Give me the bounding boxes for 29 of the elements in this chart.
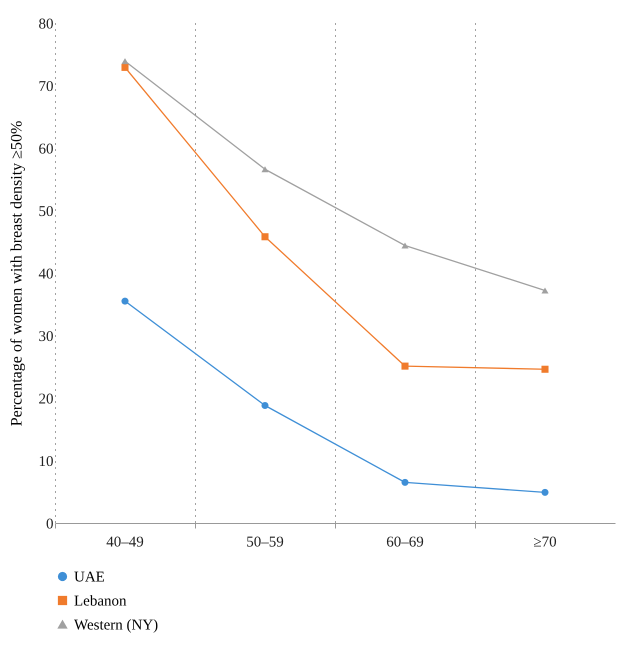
point [541, 287, 549, 294]
x-tick-label: 60–69 [386, 534, 424, 550]
legend-label: UAE [74, 570, 105, 586]
point [121, 298, 129, 305]
point [261, 233, 269, 240]
point [401, 242, 409, 249]
point [121, 58, 129, 64]
x-tick-label: 50–59 [246, 534, 284, 550]
point [401, 478, 409, 486]
point [541, 488, 549, 496]
point [401, 362, 409, 370]
y-tick-label: 10 [38, 454, 54, 470]
y-tick-label: 70 [38, 79, 54, 95]
legend-label: Lebanon [74, 594, 127, 610]
y-tick-label: 20 [38, 392, 54, 408]
legend-label: Western (NY) [74, 618, 158, 634]
point [261, 166, 269, 172]
y-tick-label: 80 [38, 16, 54, 32]
y-tick-label: 30 [38, 329, 54, 345]
point [261, 402, 269, 410]
y-tick-label: 60 [38, 142, 54, 158]
point [121, 64, 129, 71]
y-axis-title: Percentage of women with breast density ≥50% [8, 120, 26, 426]
y-tick-label: 50 [38, 204, 54, 220]
y-tick-label: 40 [38, 266, 54, 282]
x-tick-label: 40–49 [106, 534, 144, 550]
y-tick-label: 0 [46, 516, 54, 532]
point [541, 366, 549, 373]
x-tick-label: ≥70 [533, 534, 557, 550]
